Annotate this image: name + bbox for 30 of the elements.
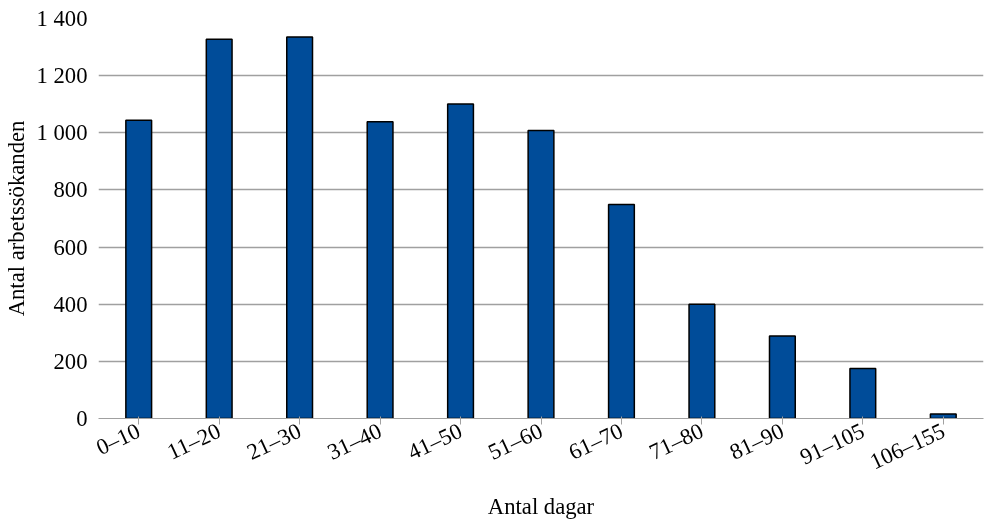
y-tick-label: 400	[53, 291, 88, 317]
bar	[929, 413, 957, 419]
x-tick-label: 41–50	[403, 418, 466, 465]
y-tick-label: 1 000	[36, 120, 88, 146]
x-tick-label: 71–80	[645, 418, 708, 465]
bar	[768, 335, 796, 419]
x-tick-label: 51–60	[484, 418, 547, 465]
x-tick-label: 31–40	[323, 418, 386, 465]
x-tick-label: 0–10	[92, 418, 145, 460]
x-axis-title: Antal dagar	[487, 493, 595, 519]
y-axis-title: Antal arbetssökanden	[3, 120, 29, 317]
bar	[205, 38, 233, 419]
bar	[286, 36, 314, 419]
x-tick-label: 11–20	[163, 418, 225, 465]
bar	[366, 120, 394, 419]
y-tick-label: 600	[53, 234, 88, 260]
bar	[446, 103, 475, 419]
bar	[607, 203, 636, 419]
bar	[849, 367, 877, 419]
bar	[688, 303, 716, 419]
y-tick-label: 200	[53, 348, 88, 374]
y-tick-label: 1 400	[36, 6, 88, 31]
bar	[125, 119, 153, 419]
y-tick-label: 800	[53, 177, 88, 203]
x-tick-label: 21–30	[243, 418, 305, 465]
x-tick-label: 81–90	[725, 418, 788, 465]
y-tick-label: 1 200	[36, 63, 88, 89]
bar	[527, 129, 555, 419]
y-tick-label: 0	[76, 406, 88, 431]
x-tick-label: 61–70	[564, 418, 627, 465]
